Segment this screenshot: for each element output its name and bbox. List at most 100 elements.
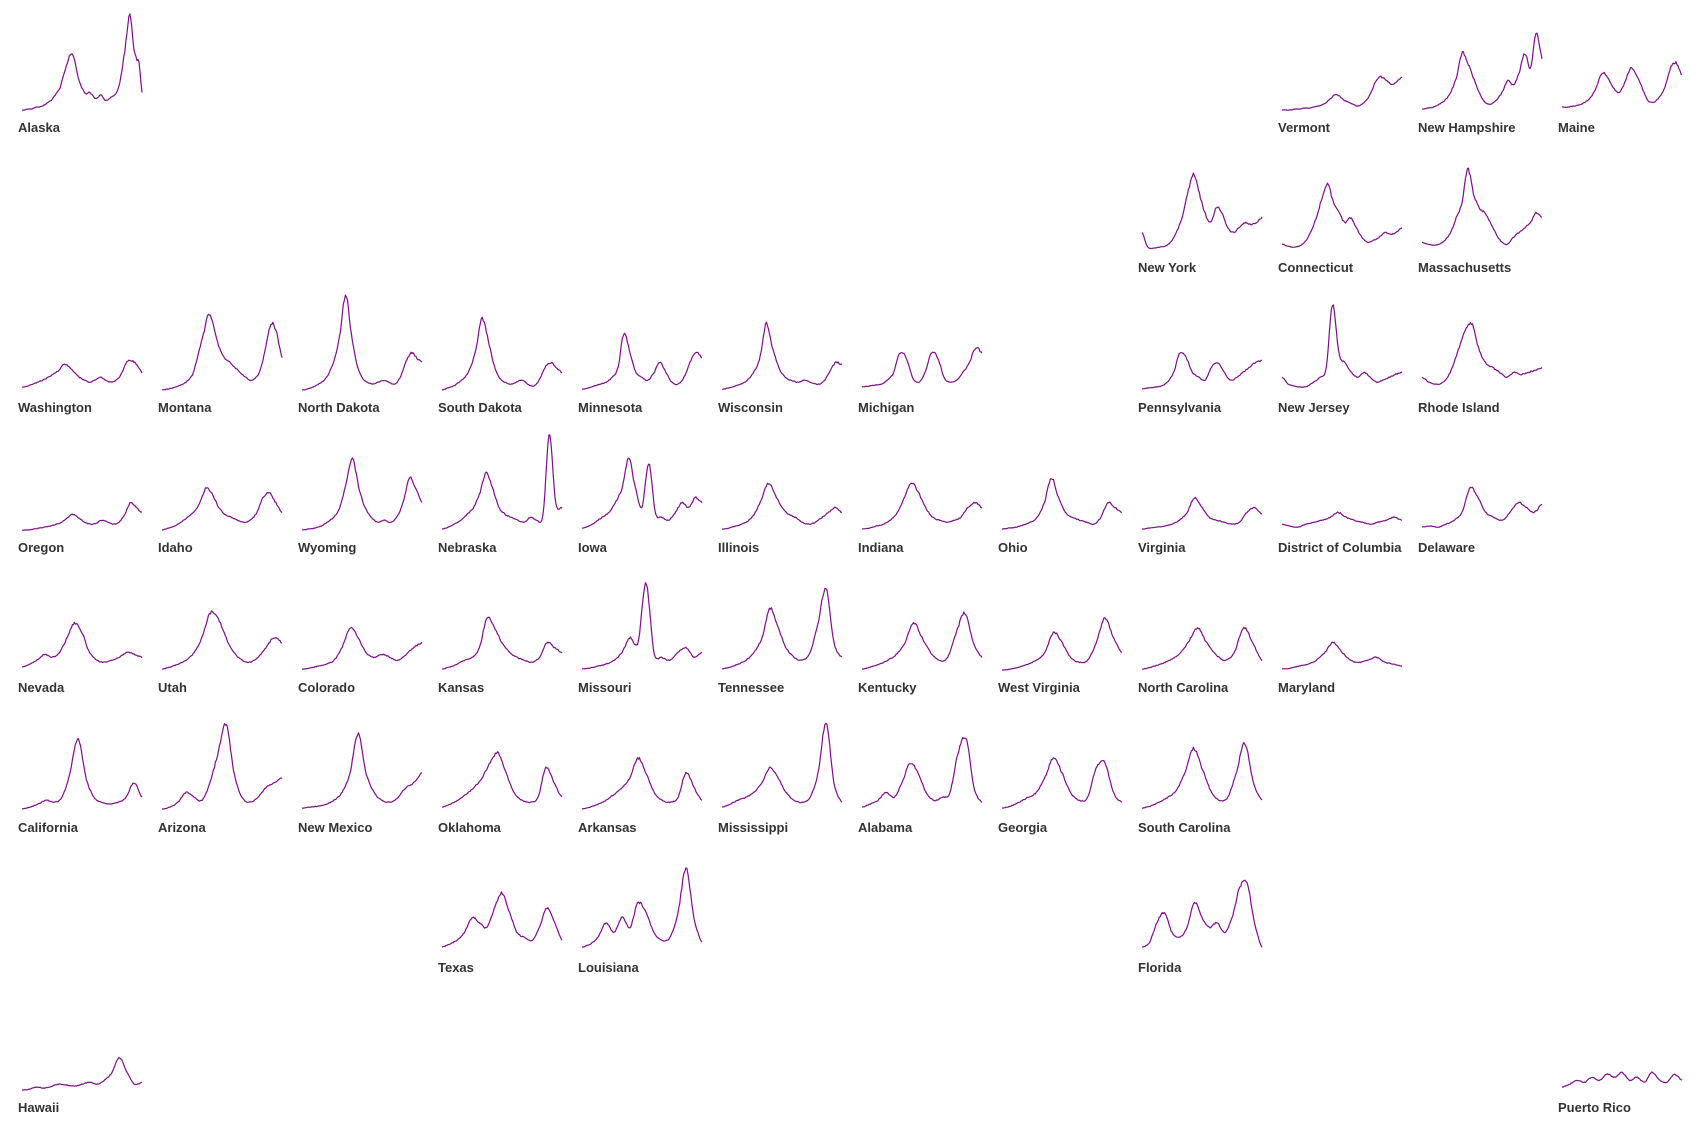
state-label: Pennsylvania — [1138, 400, 1222, 415]
state-label: New York — [1138, 260, 1197, 275]
state-tile-iowa: Iowa — [560, 420, 703, 560]
sparkline-chart — [1141, 879, 1263, 948]
state-label: Colorado — [298, 680, 356, 695]
state-tile-north-dakota: North Dakota — [280, 280, 423, 420]
series-line — [21, 1056, 143, 1091]
state-label: Rhode Island — [1418, 400, 1500, 415]
state-tile-colorado: Colorado — [280, 560, 423, 700]
state-label: Missouri — [578, 680, 632, 695]
sparkline-chart — [1141, 741, 1263, 809]
series-line — [861, 611, 983, 670]
sparkline-chart — [861, 482, 983, 530]
state-tile-south-carolina: South Carolina — [1120, 700, 1263, 840]
state-label: District of Columbia — [1278, 540, 1402, 555]
state-label: Montana — [158, 400, 212, 415]
state-tile-oklahoma: Oklahoma — [420, 700, 563, 840]
series-line — [1001, 478, 1123, 530]
state-tile-idaho: Idaho — [140, 420, 283, 560]
state-tile-puerto-rico: Puerto Rico — [1540, 980, 1683, 1120]
sparkline-chart — [1001, 478, 1123, 530]
series-line — [441, 616, 563, 670]
series-line — [161, 487, 283, 531]
state-tile-tennessee: Tennessee — [700, 560, 843, 700]
sparkline-chart — [21, 502, 143, 531]
series-line — [862, 736, 983, 808]
sparkline-chart — [1001, 617, 1123, 671]
state-tile-wisconsin: Wisconsin — [700, 280, 843, 420]
state-label: Kentucky — [858, 680, 917, 695]
state-tile-vermont: Vermont — [1260, 0, 1403, 140]
series-line — [1281, 511, 1403, 528]
sparkline-chart — [21, 13, 143, 111]
state-label: Tennessee — [718, 680, 785, 695]
sparkline-chart — [301, 294, 423, 391]
state-tile-wyoming: Wyoming — [280, 420, 423, 560]
state-label: Puerto Rico — [1558, 1100, 1631, 1115]
series-line — [721, 321, 843, 390]
state-label: Delaware — [1418, 540, 1476, 555]
sparkline-chart — [581, 867, 703, 948]
state-label: Georgia — [998, 820, 1048, 835]
series-line — [441, 751, 563, 808]
series-line — [441, 316, 563, 391]
state-label: Michigan — [858, 400, 915, 415]
series-line — [21, 13, 143, 111]
state-tile-delaware: Delaware — [1400, 420, 1543, 560]
series-line — [302, 732, 423, 809]
sparkline-chart — [861, 347, 983, 388]
series-line — [581, 457, 703, 529]
state-tile-nevada: Nevada — [0, 560, 143, 700]
state-label: Kansas — [438, 680, 485, 695]
state-tile-maryland: Maryland — [1260, 560, 1402, 700]
state-label: North Dakota — [298, 400, 380, 415]
series-line — [1561, 61, 1683, 108]
series-line — [1001, 757, 1123, 809]
state-tile-maine: Maine — [1540, 0, 1683, 140]
sparkline-chart — [1141, 172, 1263, 250]
state-label: Ohio — [998, 540, 1028, 555]
series-line — [21, 738, 143, 810]
state-label: Wisconsin — [718, 400, 783, 415]
series-line — [21, 621, 143, 668]
sparkline-chart — [442, 434, 563, 530]
sparkline-chart — [1142, 351, 1263, 390]
state-label: Minnesota — [578, 400, 643, 415]
sparkline-chart — [581, 457, 703, 529]
state-tile-illinois: Illinois — [700, 420, 843, 560]
sparkline-chart — [161, 487, 283, 531]
state-label: Illinois — [718, 540, 760, 555]
state-tile-missouri: Missouri — [560, 560, 703, 700]
state-label: Massachusetts — [1418, 260, 1512, 275]
sparkline-chart — [301, 457, 423, 531]
series-line — [1281, 75, 1403, 111]
state-label: Arkansas — [578, 820, 637, 835]
sparkline-chart — [721, 321, 843, 390]
state-label: Maryland — [1278, 680, 1336, 695]
state-tile-new-jersey: New Jersey — [1260, 280, 1403, 420]
series-line — [301, 294, 423, 391]
sparkline-chart — [1561, 1071, 1683, 1088]
series-line — [721, 587, 843, 670]
series-line — [442, 434, 563, 530]
sparkline-chart — [581, 757, 703, 810]
sparkline-chart — [1421, 486, 1543, 528]
state-label: California — [18, 820, 78, 835]
state-label: Connecticut — [1278, 260, 1354, 275]
state-label: South Dakota — [438, 400, 522, 415]
state-tile-mississippi: Mississippi — [700, 700, 843, 840]
state-tile-ohio: Ohio — [980, 420, 1123, 560]
series-line — [1141, 626, 1263, 670]
state-tile-arizona: Arizona — [140, 700, 283, 840]
series-line — [1421, 167, 1543, 246]
sparkline-chart — [1421, 167, 1543, 246]
state-label: Nebraska — [438, 540, 497, 555]
sparkline-chart — [21, 359, 143, 388]
sparkline-chart — [301, 626, 423, 670]
state-label: Iowa — [578, 540, 607, 555]
state-label: South Carolina — [1138, 820, 1231, 835]
sparkline-chart — [1001, 757, 1123, 809]
state-tile-massachusetts: Massachusetts — [1400, 140, 1543, 280]
state-label: Mississippi — [718, 820, 789, 835]
state-tile-indiana: Indiana — [840, 420, 983, 560]
